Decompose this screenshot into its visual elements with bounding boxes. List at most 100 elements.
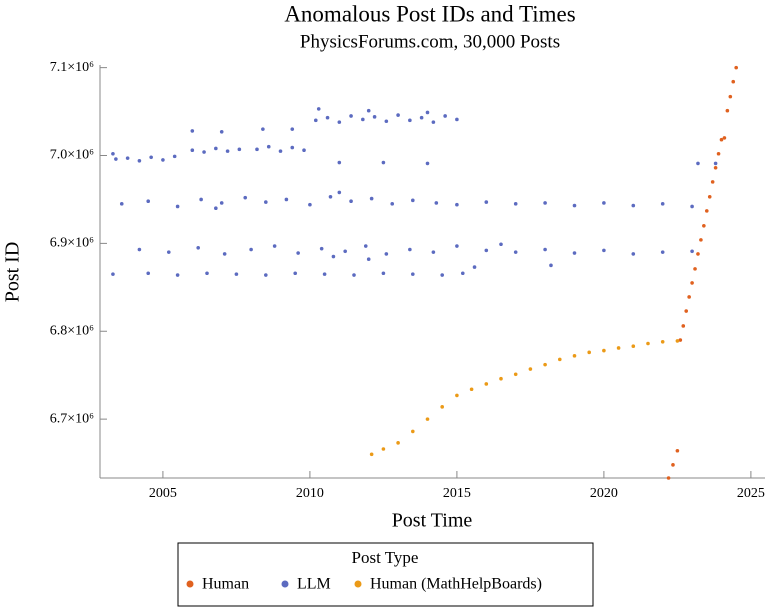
legend-box: [177, 542, 594, 607]
point: [243, 195, 248, 200]
point: [146, 199, 151, 204]
point: [443, 114, 447, 118]
point: [699, 238, 703, 242]
legend-label: Human: [202, 576, 249, 593]
point: [278, 149, 283, 153]
point: [660, 250, 665, 254]
point: [411, 272, 415, 276]
point: [469, 387, 474, 392]
point: [366, 257, 371, 261]
point: [684, 309, 689, 313]
point: [111, 272, 115, 276]
chart-subtitle: PhysicsForums.com, 30,000 Posts: [300, 31, 560, 52]
point: [205, 271, 209, 276]
point: [408, 118, 412, 123]
x-tick-label: 2015: [443, 486, 471, 501]
point: [219, 201, 224, 205]
point: [455, 244, 459, 248]
point: [631, 344, 636, 348]
point: [681, 324, 686, 328]
point: [728, 94, 733, 99]
x-tick-label: 2005: [149, 486, 177, 501]
point: [381, 160, 386, 165]
point: [484, 248, 489, 253]
point: [702, 224, 706, 228]
point: [713, 166, 718, 170]
point: [272, 244, 277, 248]
point: [264, 200, 268, 204]
point: [587, 350, 591, 355]
point: [125, 156, 130, 160]
point: [631, 252, 636, 256]
point: [234, 272, 239, 276]
point: [704, 209, 709, 213]
point: [431, 250, 436, 254]
point: [660, 202, 665, 206]
point: [602, 201, 606, 205]
point: [731, 79, 736, 84]
legend-marker: [186, 580, 194, 588]
point: [710, 180, 715, 184]
point: [602, 348, 606, 353]
point: [369, 452, 374, 457]
point: [349, 114, 353, 118]
point: [111, 151, 115, 156]
point: [693, 267, 697, 271]
point: [313, 118, 318, 123]
point: [264, 273, 268, 277]
point: [690, 204, 694, 209]
point: [543, 201, 547, 205]
point: [119, 202, 124, 206]
point: [660, 339, 665, 344]
point: [175, 204, 180, 209]
point: [249, 247, 253, 252]
point: [690, 281, 694, 285]
point: [687, 295, 691, 299]
point: [352, 273, 356, 277]
point: [572, 203, 577, 208]
point: [419, 115, 424, 120]
point: [440, 273, 445, 277]
point: [225, 149, 230, 153]
legend-label: Human (MathHelpBoards): [370, 576, 542, 593]
point: [325, 115, 330, 120]
point: [222, 252, 227, 256]
point: [440, 405, 445, 409]
legend-label: LLM: [297, 576, 331, 593]
point: [190, 129, 195, 133]
point: [337, 160, 342, 165]
point: [322, 272, 327, 276]
point: [328, 195, 333, 199]
point: [384, 119, 389, 124]
point: [255, 147, 259, 152]
point: [411, 198, 415, 203]
point: [381, 447, 386, 451]
point: [719, 137, 724, 142]
point: [455, 117, 459, 122]
point: [337, 190, 342, 195]
point: [734, 65, 738, 70]
point: [431, 120, 436, 124]
point: [425, 417, 430, 421]
point: [713, 161, 718, 166]
point: [161, 158, 165, 162]
point: [202, 150, 206, 154]
legend-title: Post Type: [352, 548, 419, 567]
point: [499, 376, 503, 381]
point: [671, 463, 675, 467]
point: [237, 147, 242, 152]
y-tick-label: 7.0×10⁶: [50, 148, 94, 163]
point: [137, 247, 142, 252]
y-tick-label: 6.7×10⁶: [50, 411, 94, 426]
point: [114, 157, 118, 161]
point: [266, 144, 271, 149]
point: [602, 248, 606, 253]
point: [455, 202, 459, 207]
point: [214, 146, 218, 151]
legend-marker: [354, 580, 362, 588]
point: [528, 367, 533, 371]
point: [722, 136, 727, 140]
point: [384, 252, 389, 256]
x-tick-label: 2025: [737, 486, 765, 501]
